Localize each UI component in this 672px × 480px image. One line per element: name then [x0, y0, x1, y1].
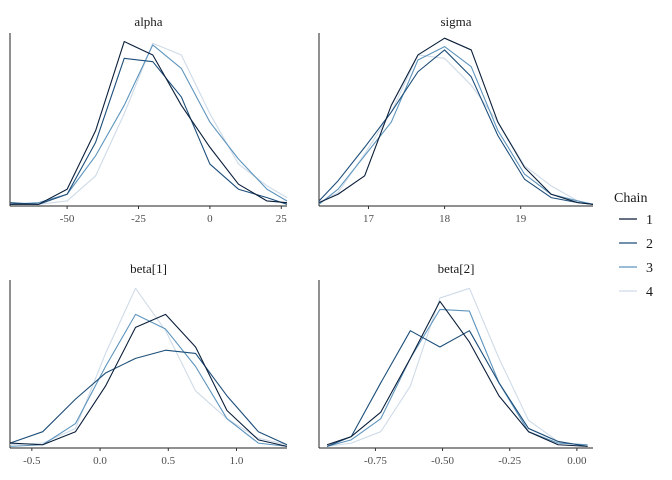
series-chain-3-beta-2	[326, 308, 588, 447]
series-chain-2-sigma	[318, 49, 594, 205]
series-chain-4-sigma	[318, 54, 594, 205]
panel-sigma: sigma 17 18 19	[318, 14, 594, 225]
x-tick-label: 17	[363, 213, 375, 225]
x-tick-label: 18	[439, 213, 451, 225]
x-tick-label: 0.00	[567, 455, 587, 467]
x-tick-label: -0.50	[431, 455, 454, 467]
x-tick-label: 19	[515, 213, 527, 225]
x-tick-label: 25	[276, 213, 288, 225]
x-tick-label: -0.5	[23, 455, 41, 467]
series-chain-1-alpha	[10, 40, 288, 205]
series-chain-3-beta-1	[9, 313, 288, 447]
series-chain-4-alpha	[10, 42, 288, 205]
series-chain-1-beta-1	[9, 313, 288, 447]
x-tick-label: 1.0	[230, 455, 244, 467]
panel-title-alpha: alpha	[134, 14, 162, 29]
panel-alpha: alpha -50 -25 0 25	[9, 14, 288, 225]
panel-beta-1: beta[1] -0.5 0.0 0.5 1.0	[9, 261, 288, 467]
panel-title-sigma: sigma	[440, 14, 471, 29]
x-tick-label: 0.5	[161, 455, 175, 467]
panel-title-beta-2: beta[2]	[438, 261, 475, 276]
series-chain-1-sigma	[318, 37, 594, 205]
x-tick-label: -50	[60, 213, 75, 225]
panel-beta-2: beta[2] -0.75 -0.50 -0.25 0.00	[318, 261, 593, 467]
x-tick-label: -0.25	[498, 455, 521, 467]
x-tick-label: -25	[131, 213, 146, 225]
legend-label-chain-1: 1	[646, 213, 653, 228]
series-chain-3-alpha	[9, 44, 288, 205]
legend-label-chain-2: 2	[646, 237, 653, 252]
panel-title-beta-1: beta[1]	[130, 261, 167, 276]
x-tick-label: 0.0	[93, 455, 107, 467]
x-tick-label: 0	[207, 213, 213, 225]
legend-title: Chain	[614, 191, 647, 206]
legend-label-chain-4: 4	[646, 285, 653, 300]
series-chain-2-beta-2	[326, 330, 588, 447]
series-chain-1-beta-2	[326, 300, 588, 447]
series-chain-2-alpha	[9, 57, 288, 205]
chain-legend: Chain 1 2 3 4	[614, 191, 653, 300]
x-tick-label: -0.75	[364, 455, 387, 467]
series-chain-2-beta-1	[9, 349, 288, 446]
series-chain-4-beta-2	[326, 287, 588, 447]
legend-label-chain-3: 3	[646, 261, 653, 276]
series-chain-4-beta-1	[9, 287, 288, 446]
